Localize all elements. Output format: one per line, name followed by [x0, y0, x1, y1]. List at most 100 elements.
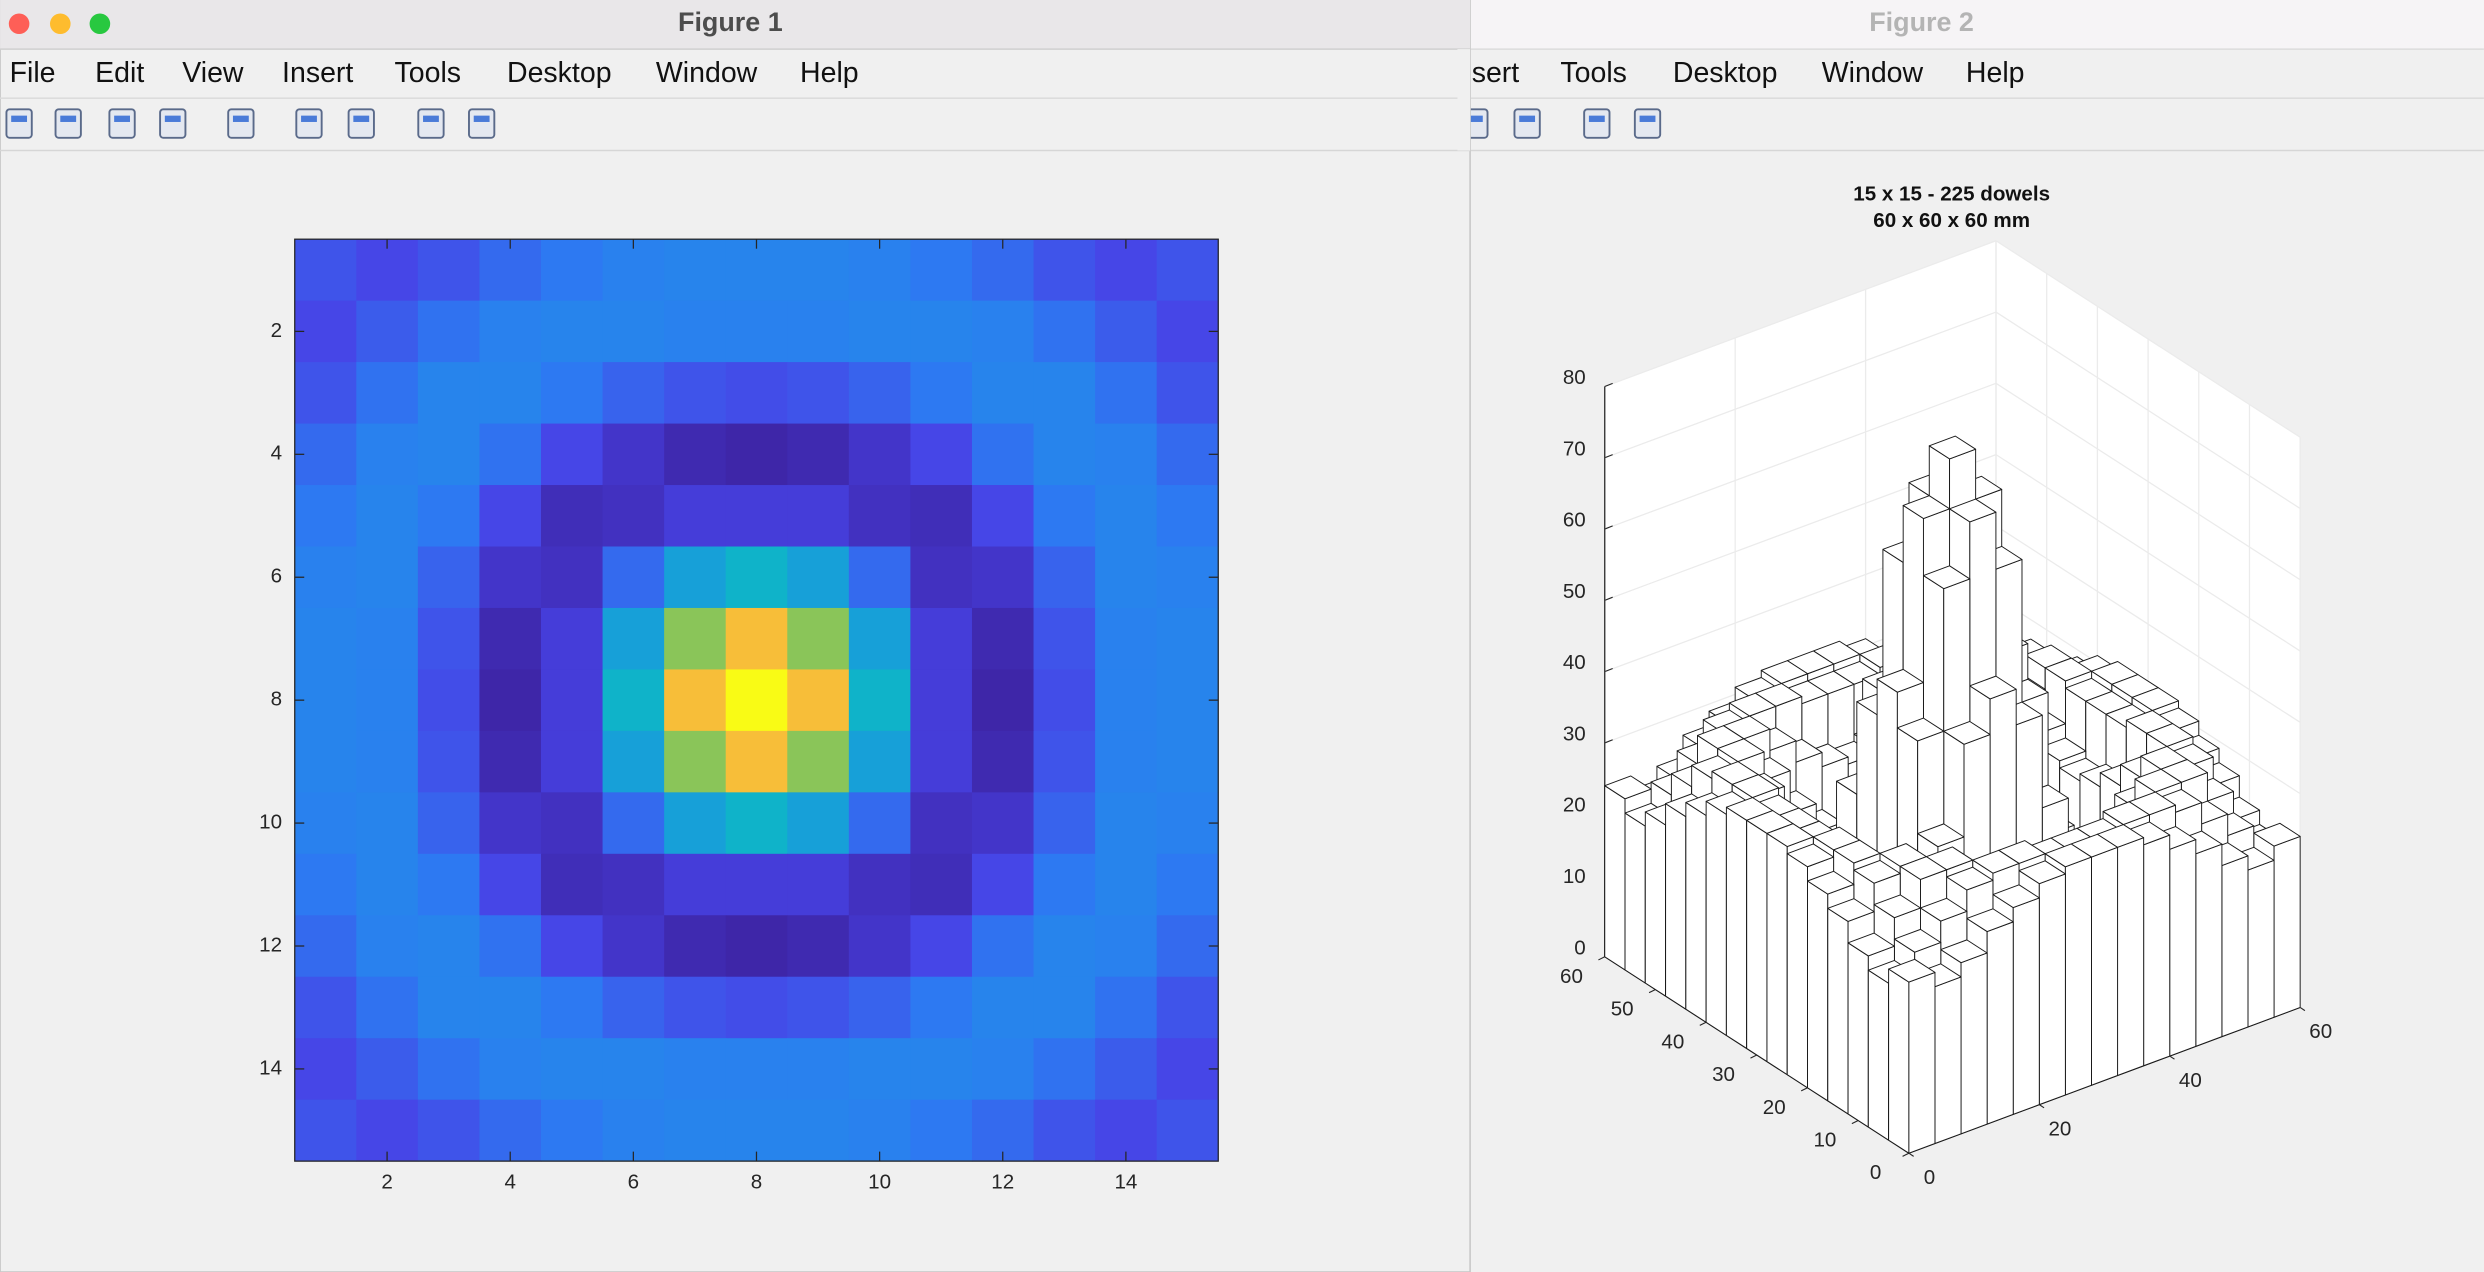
menu-item[interactable]: Window	[1822, 57, 1924, 89]
bar-face	[1731, 774, 1780, 798]
menu-item[interactable]: Tools	[1560, 57, 1627, 89]
heatmap-cell	[541, 1099, 604, 1162]
bar-face	[2253, 822, 2301, 847]
heatmap-cell	[725, 1038, 788, 1101]
heatmap-cell	[848, 300, 911, 363]
heatmap-cell	[1033, 423, 1096, 486]
bar-face	[1827, 907, 1849, 1115]
menu-item[interactable]: Help	[1966, 57, 2025, 89]
x-tick-label: 6	[628, 1171, 639, 1194]
heatmap-cell	[725, 976, 788, 1039]
bar-face	[2143, 834, 2171, 1067]
z-tick-label: 60	[1563, 509, 1586, 532]
heatmap-cell	[725, 423, 788, 486]
menu-item[interactable]: Insert	[282, 57, 353, 89]
toolbar-button[interactable]	[295, 108, 323, 139]
bar-face	[1644, 811, 1667, 997]
heatmap-cell	[971, 1038, 1035, 1101]
heatmap-cell	[910, 607, 973, 670]
zoom-button[interactable]	[89, 13, 111, 35]
bar-face	[1766, 832, 1788, 1076]
heatmap-cell	[971, 362, 1035, 425]
y-tick-label: 6	[271, 565, 282, 588]
y-tick	[1800, 1087, 1808, 1092]
x-tick	[2169, 1055, 2175, 1060]
icon	[159, 108, 187, 139]
toolbar-button[interactable]	[54, 108, 82, 139]
heatmap-cell	[971, 853, 1035, 916]
x-tick-label: 40	[2179, 1069, 2202, 1092]
toolbar-button[interactable]	[5, 108, 33, 139]
toolbar-button[interactable]	[1583, 108, 1611, 139]
heatmap-cell	[725, 915, 788, 978]
toolbar-button[interactable]	[1513, 108, 1541, 139]
heatmap-cell	[787, 362, 850, 425]
heatmap-cell	[294, 362, 357, 425]
heatmap-cell	[664, 730, 727, 793]
z-tick	[1604, 382, 1613, 388]
heatmap-cell	[971, 792, 1035, 855]
heatmap-cell	[479, 1038, 542, 1101]
heatmap-cell	[787, 300, 850, 363]
heatmap-cell	[1156, 792, 1219, 855]
heatmap-cell	[910, 1099, 973, 1162]
heatmap-cell	[787, 423, 850, 486]
heatmap-cell	[848, 792, 911, 855]
heatmap-cell	[1156, 300, 1219, 363]
heatmap-cell	[417, 1099, 480, 1162]
menu-item[interactable]: View	[182, 57, 244, 89]
heatmap-cell	[1033, 607, 1096, 670]
chart-title: 60 x 60 x 60 mm	[1873, 209, 2030, 232]
icon	[1639, 115, 1656, 122]
heatmap-cell	[479, 239, 542, 302]
toolbar-button[interactable]	[1633, 108, 1662, 139]
grid-line	[1604, 382, 1997, 530]
heatmap-cell	[725, 792, 788, 855]
x-tick-label: 8	[751, 1171, 762, 1194]
heatmap-cell	[417, 485, 480, 547]
heatmap-cell	[602, 423, 665, 486]
icon	[227, 108, 255, 139]
heatmap-cell	[1156, 669, 1219, 732]
y-tick-label: 0	[1870, 1161, 1881, 1184]
heatmap-cell	[664, 239, 727, 302]
heatmap-cell	[479, 607, 542, 670]
menu-item[interactable]: Window	[656, 57, 758, 89]
minimize-button[interactable]	[49, 13, 71, 35]
toolbar-button[interactable]	[417, 108, 445, 139]
heatmap-cell	[602, 300, 665, 363]
heatmap-cell	[1033, 1038, 1096, 1101]
heatmap-cell	[1156, 485, 1219, 547]
icon	[1588, 115, 1605, 122]
heatmap-cell	[848, 239, 911, 302]
bar-face	[1876, 668, 1924, 693]
toolbar-button[interactable]	[468, 108, 496, 139]
x-tick-label: 60	[2309, 1020, 2332, 1043]
heatmap-cell	[294, 669, 357, 732]
heatmap-cell	[1095, 730, 1158, 793]
menu-item[interactable]: Edit	[95, 57, 144, 89]
menu-item[interactable]: Help	[800, 57, 859, 89]
heatmap-cell	[479, 792, 542, 855]
toolbar-button[interactable]	[108, 108, 136, 139]
heatmap-cell	[602, 362, 665, 425]
heatmap-cell	[664, 976, 727, 1039]
z-tick	[1604, 596, 1613, 601]
bar-face	[2012, 897, 2040, 1115]
menu-item[interactable]: File	[10, 57, 56, 89]
heatmap-cell	[848, 915, 911, 978]
heatmap-cell	[848, 853, 911, 916]
bar-face	[1940, 939, 1988, 964]
heatmap-cell	[602, 976, 665, 1039]
toolbar-button[interactable]	[347, 108, 375, 139]
y-tick	[1648, 989, 1656, 994]
menu-item[interactable]: Tools	[395, 57, 462, 89]
toolbar-button[interactable]	[227, 108, 255, 139]
menu-item[interactable]: Desktop	[1673, 57, 1778, 89]
bar-face	[1604, 775, 1652, 800]
bar-face	[1960, 952, 1988, 1135]
toolbar-button[interactable]	[159, 108, 187, 139]
close-button[interactable]	[8, 13, 30, 35]
menu-item[interactable]: Desktop	[507, 57, 612, 89]
